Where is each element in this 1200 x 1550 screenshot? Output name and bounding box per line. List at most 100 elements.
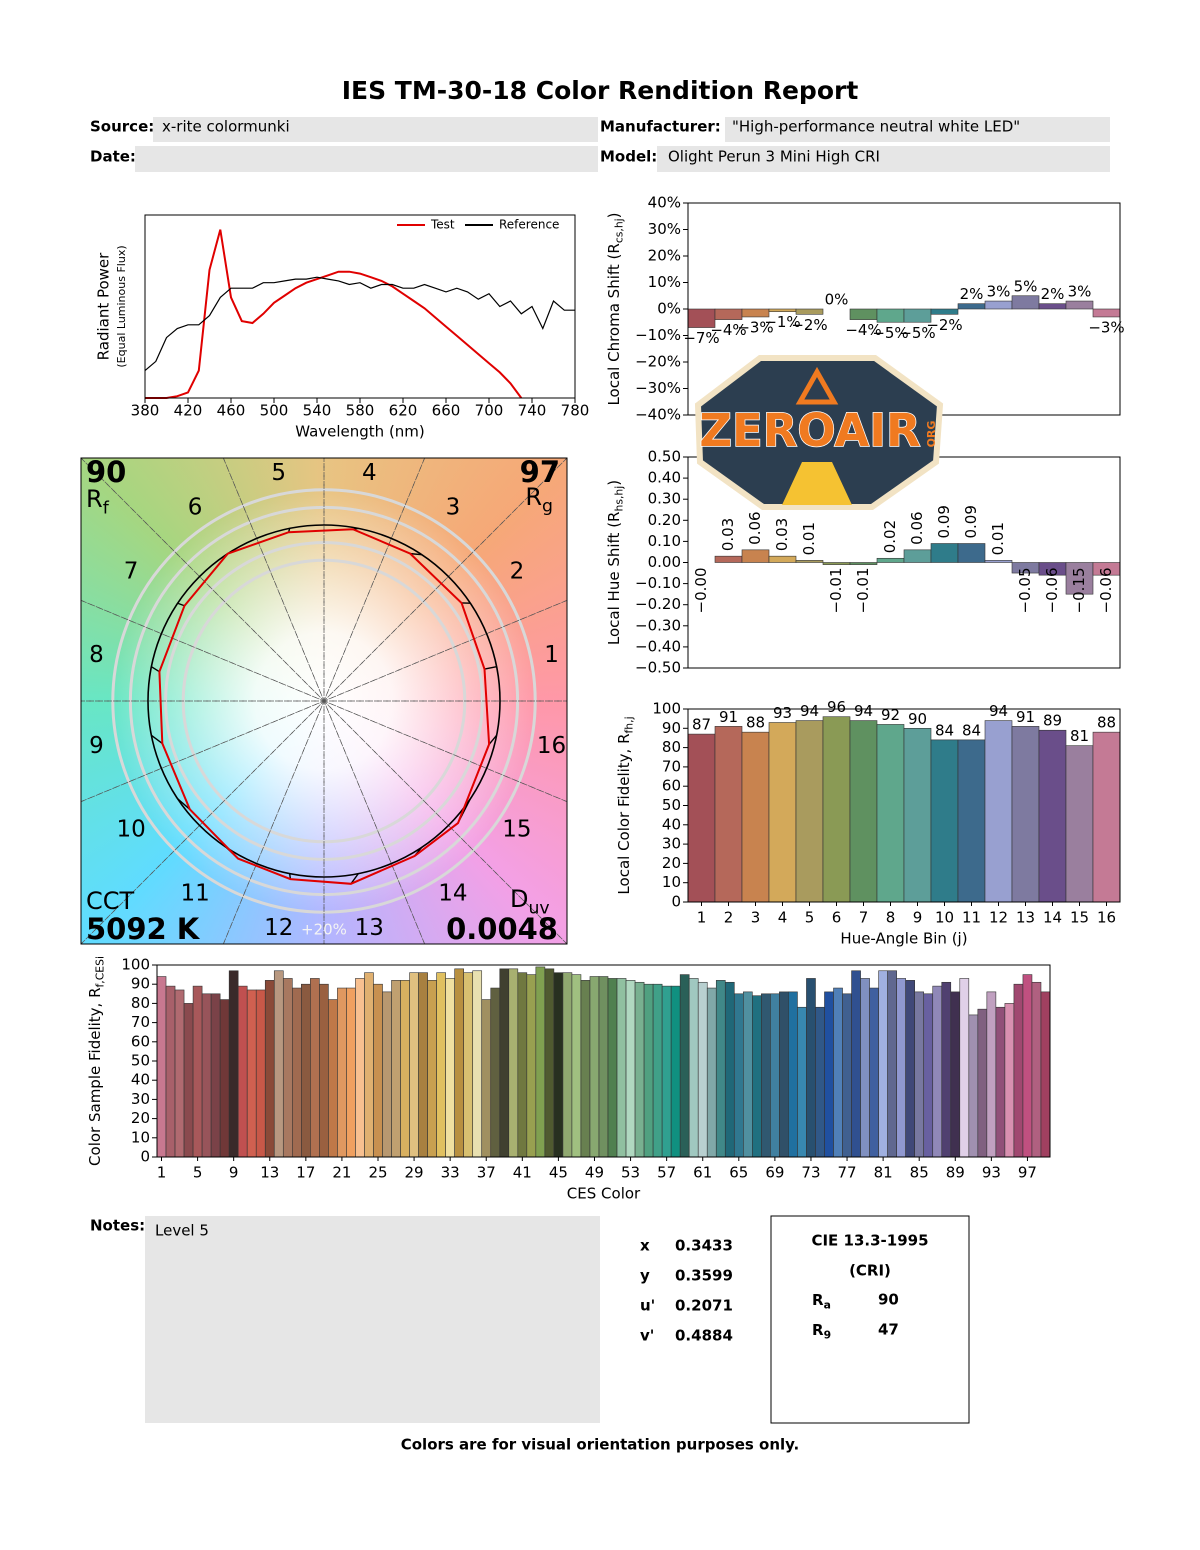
bar xyxy=(822,562,851,565)
rg-symbol-subscript: g xyxy=(542,496,553,516)
bar xyxy=(282,978,293,1158)
bar xyxy=(679,974,690,1158)
source-label: Source: xyxy=(90,118,154,136)
bar xyxy=(896,978,906,1158)
bar xyxy=(1022,974,1033,1158)
x-tick-label: 77 xyxy=(837,1164,856,1182)
ring xyxy=(128,505,520,897)
y-tick-label: 60 xyxy=(131,1032,150,1050)
bar xyxy=(932,985,943,1158)
model-field xyxy=(657,146,1110,172)
y-axis-label-text: Color Sample Fidelity, R xyxy=(86,988,104,1166)
bin-label: 14 xyxy=(438,880,467,906)
bar xyxy=(714,555,743,563)
bar xyxy=(418,972,428,1158)
bin-label: 2 xyxy=(510,559,525,585)
bar xyxy=(930,543,959,563)
bar xyxy=(319,983,329,1158)
logo-icon xyxy=(795,366,839,405)
bar xyxy=(876,308,905,323)
cri-symbol: R9 xyxy=(812,1321,831,1342)
value-label: −5% xyxy=(899,324,935,342)
bar xyxy=(724,981,735,1158)
bar xyxy=(959,978,970,1158)
bar xyxy=(752,995,762,1158)
bin-label: 7 xyxy=(124,559,139,585)
bar xyxy=(292,987,302,1158)
value-label: 0.09 xyxy=(962,505,980,538)
legend-label: Test xyxy=(430,218,455,232)
bar xyxy=(887,970,897,1158)
x-tick-label: 61 xyxy=(693,1164,712,1182)
bar xyxy=(849,720,878,903)
x-tick-label: 580 xyxy=(346,402,375,420)
bar xyxy=(652,983,663,1158)
value-label: −2% xyxy=(791,316,827,334)
bar xyxy=(553,972,564,1158)
bar xyxy=(328,999,338,1158)
bar xyxy=(995,1006,1006,1158)
value-label: −1% xyxy=(764,313,800,331)
bar xyxy=(436,972,446,1158)
bar xyxy=(616,978,627,1158)
value-label: 81 xyxy=(1070,727,1089,745)
bar xyxy=(688,978,699,1158)
cri-title: CIE 13.3-1995 xyxy=(811,1232,928,1250)
shift-vector xyxy=(151,666,160,673)
value-label: 0.06 xyxy=(908,511,926,544)
bar xyxy=(1092,308,1121,318)
x-tick-label: 6 xyxy=(832,909,842,927)
x-axis-label: CES Color xyxy=(567,1185,641,1203)
bar xyxy=(1031,981,1042,1158)
bar xyxy=(743,991,753,1158)
bar xyxy=(869,987,879,1158)
y-axis-label: Color Sample Fidelity, Rf,CESi xyxy=(86,956,107,1166)
bar xyxy=(454,968,464,1158)
duv-value: 0.0048 xyxy=(446,912,558,946)
bar xyxy=(661,985,672,1158)
y-tick-label: 40 xyxy=(131,1071,150,1089)
bar xyxy=(210,993,221,1158)
value-label: 84 xyxy=(962,721,981,739)
value-label: 0.03 xyxy=(773,518,791,551)
y-tick-label: −0.50 xyxy=(635,659,681,677)
bar xyxy=(337,987,347,1158)
x-tick-label: 57 xyxy=(657,1164,676,1182)
value-label: −0.06 xyxy=(1097,568,1115,614)
test-polygon xyxy=(158,528,491,885)
y-tick-label: −40% xyxy=(635,406,681,424)
value-label: 94 xyxy=(800,702,819,720)
bar xyxy=(770,993,780,1158)
bar xyxy=(634,981,645,1158)
x-axis-label: Hue-Angle Bin (j) xyxy=(840,930,967,948)
bar xyxy=(903,308,932,323)
y-axis-label-subscript: fh,j xyxy=(622,716,635,733)
bar xyxy=(714,726,743,903)
y-tick-label: 80 xyxy=(131,994,150,1012)
x-tick-label: 13 xyxy=(260,1164,279,1182)
x-tick-label: 5 xyxy=(193,1164,203,1182)
bin-label: 6 xyxy=(188,495,203,521)
bar xyxy=(930,739,959,903)
bar xyxy=(625,980,636,1158)
shift-vector xyxy=(484,665,497,670)
bar xyxy=(806,978,816,1158)
bar xyxy=(255,989,266,1158)
x-tick-label: 13 xyxy=(1016,909,1035,927)
bar xyxy=(1065,300,1094,310)
bar xyxy=(535,966,546,1158)
x-tick-label: 7 xyxy=(859,909,869,927)
y-tick-label: 0 xyxy=(671,893,681,911)
value-label: 94 xyxy=(854,702,873,720)
bar xyxy=(192,985,203,1158)
value-label: 84 xyxy=(935,721,954,739)
bar xyxy=(1011,726,1040,903)
bar xyxy=(984,300,1013,310)
chromaticity-label: x xyxy=(640,1237,650,1255)
rf-value: 90 xyxy=(86,455,126,489)
y-tick-label: −0.40 xyxy=(635,637,681,655)
report-title: IES TM-30-18 Color Rendition Report xyxy=(342,76,859,105)
bar xyxy=(481,999,492,1158)
value-label: −0.01 xyxy=(827,568,845,614)
bar xyxy=(174,989,185,1158)
